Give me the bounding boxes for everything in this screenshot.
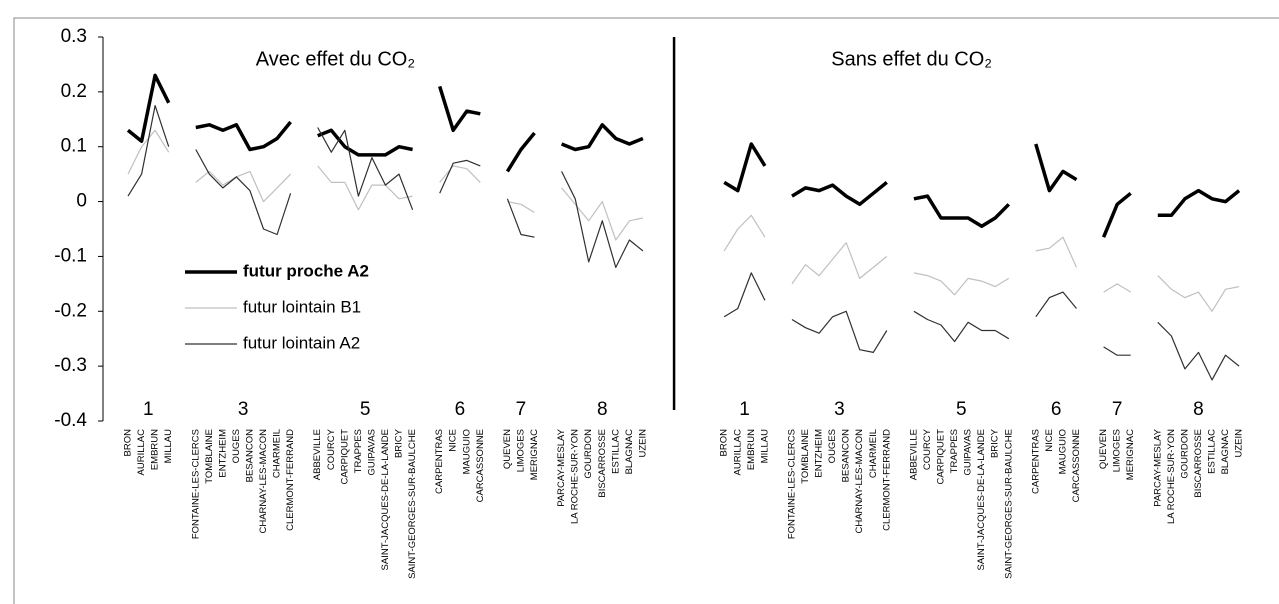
x-tick-label: CARPIQUET xyxy=(936,429,947,485)
x-tick-label: MAUGUIO xyxy=(1057,429,1068,474)
x-tick-label: BESANCON xyxy=(244,429,255,482)
x-tick-label: CARPENTRAS xyxy=(1030,429,1041,494)
x-tick-label: MILLAU xyxy=(759,429,770,463)
legend-label: futur lointain B1 xyxy=(243,297,361,316)
x-tick-label: TOMBLAINE xyxy=(204,429,215,484)
legend-label: futur lointain A2 xyxy=(243,333,360,352)
x-tick-label: SAINT-JACQUES-DE-LA-LANDE xyxy=(380,429,391,570)
x-tick-label: SAINT-JACQUES-DE-LA-LANDE xyxy=(976,429,987,570)
y-tick-label: -0.2 xyxy=(54,300,87,321)
group-label: 8 xyxy=(597,399,608,420)
x-tick-label: BLAGNAC xyxy=(624,429,635,475)
x-tick-label: GUIPAVAS xyxy=(366,429,377,475)
y-tick-label: -0.4 xyxy=(54,410,87,431)
x-tick-label: ENTZHEIM xyxy=(814,429,825,478)
x-tick-label: CHARMEIL xyxy=(272,429,283,478)
x-tick-label: CARCASSONNE xyxy=(475,429,486,502)
x-tick-label: BRON xyxy=(123,429,134,457)
group-label: 5 xyxy=(360,399,371,420)
group-label: 1 xyxy=(739,399,750,420)
x-tick-label: CHARMEIL xyxy=(868,429,879,478)
x-tick-label: MILLAU xyxy=(163,429,174,463)
y-tick-label: -0.3 xyxy=(54,355,87,376)
group-label: 3 xyxy=(834,399,845,420)
x-tick-label: PARCAY-MESLAY xyxy=(556,428,567,506)
panel-title: Avec effet du CO₂ xyxy=(256,48,415,70)
x-tick-label: LA ROCHE-SUR-YON xyxy=(1166,429,1177,524)
x-tick-label: CHARNAY-LES-MACON xyxy=(854,429,865,534)
x-tick-label: CHARNAY-LES-MACON xyxy=(258,429,269,534)
x-tick-label: NICE xyxy=(1044,429,1055,452)
x-tick-label: GUIPAVAS xyxy=(963,429,974,475)
x-tick-label: AURILLAC xyxy=(136,429,147,476)
group-label: 6 xyxy=(1051,399,1062,420)
x-tick-label: BRON xyxy=(719,429,730,457)
x-tick-label: FONTAINE-LES-CLERCS xyxy=(190,429,201,539)
x-tick-label: EMBRUN xyxy=(150,429,161,470)
x-tick-label: BRICY xyxy=(990,428,1001,458)
x-tick-label: MERIGNAC xyxy=(1125,429,1136,480)
y-tick-label: 0.1 xyxy=(61,136,87,157)
series-line xyxy=(127,129,1240,312)
x-tick-label: ESTILLAC xyxy=(610,429,621,474)
group-label: 1 xyxy=(143,399,154,420)
x-tick-label: BLAGNAC xyxy=(1220,429,1231,475)
x-tick-label: LA ROCHE-SUR-YON xyxy=(570,429,581,524)
y-tick-label: 0 xyxy=(76,191,87,212)
x-tick-label: OUGES xyxy=(827,429,838,463)
group-label: 6 xyxy=(455,399,466,420)
x-tick-label: FONTAINE-LES-CLERCS xyxy=(786,429,797,539)
x-tick-label: OUGES xyxy=(231,429,242,463)
y-tick-label: -0.1 xyxy=(54,245,87,266)
x-tick-label: PARCAY-MESLAY xyxy=(1152,428,1163,506)
x-tick-label: CARPENTRAS xyxy=(434,429,445,494)
x-tick-label: BISCARROSSE xyxy=(1193,429,1204,498)
group-label: 7 xyxy=(1112,399,1123,420)
x-tick-label: LIMOGES xyxy=(515,429,526,472)
group-label: 8 xyxy=(1193,399,1204,420)
x-tick-label: GOURDON xyxy=(1179,429,1190,479)
x-tick-label: UZEIN xyxy=(637,429,648,458)
x-tick-label: ABBEVILLE xyxy=(312,429,323,480)
x-tick-label: TRAPPES xyxy=(949,429,960,473)
x-tick-label: EMBRUN xyxy=(746,429,757,470)
x-tick-label: QUEVEN xyxy=(502,429,513,469)
x-tick-label: LIMOGES xyxy=(1112,429,1123,472)
x-tick-label: GOURDON xyxy=(583,429,594,479)
x-tick-label: MERIGNAC xyxy=(529,429,540,480)
x-tick-label: COURCY xyxy=(326,428,337,470)
x-tick-label: TOMBLAINE xyxy=(800,429,811,484)
x-tick-label: ESTILLAC xyxy=(1207,429,1218,474)
x-tick-label: CLERMONT-FERRAND xyxy=(881,429,892,531)
series-line xyxy=(127,105,1240,381)
frame xyxy=(13,17,1279,604)
x-tick-label: COURCY xyxy=(922,428,933,470)
x-tick-label: MAUGUIO xyxy=(461,429,472,474)
y-tick-label: 0.2 xyxy=(61,81,87,102)
x-tick-label: SAINT-GEORGES-SUR-BAULCHE xyxy=(407,429,418,579)
y-tick-label: 0.3 xyxy=(61,26,87,47)
x-tick-label: BESANCON xyxy=(841,429,852,482)
x-tick-label: TRAPPES xyxy=(353,429,364,473)
series-line xyxy=(126,73,1241,238)
panel-title: Sans effet du CO₂ xyxy=(831,48,992,70)
group-label: 7 xyxy=(516,399,527,420)
x-tick-label: CLERMONT-FERRAND xyxy=(285,429,296,531)
legend-label: futur proche A2 xyxy=(243,261,369,280)
x-tick-label: QUEVEN xyxy=(1098,429,1109,469)
x-tick-label: AURILLAC xyxy=(732,429,743,476)
x-tick-label: CARCASSONNE xyxy=(1071,429,1082,502)
x-tick-label: ABBEVILLE xyxy=(908,429,919,480)
x-tick-label: SAINT-GEORGES-SUR-BAULCHE xyxy=(1003,429,1014,579)
x-tick-label: CARPIQUET xyxy=(339,429,350,485)
x-tick-label: UZEIN xyxy=(1234,429,1245,458)
group-label: 3 xyxy=(238,399,249,420)
group-label: 5 xyxy=(956,399,967,420)
x-tick-label: NICE xyxy=(448,429,459,452)
x-tick-label: BISCARROSSE xyxy=(597,429,608,498)
x-tick-label: ENTZHEIM xyxy=(217,429,228,478)
x-tick-label: BRICY xyxy=(394,428,405,458)
